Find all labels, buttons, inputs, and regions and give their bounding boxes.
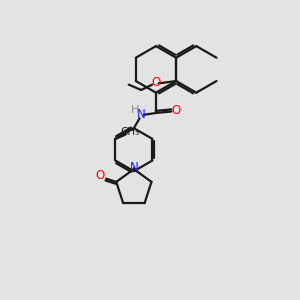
- Text: N: N: [137, 108, 146, 121]
- Text: N: N: [130, 161, 138, 174]
- Text: H: H: [131, 105, 139, 115]
- Text: O: O: [95, 169, 105, 182]
- Text: O: O: [172, 104, 181, 117]
- Text: O: O: [152, 76, 161, 89]
- Text: CH₃: CH₃: [121, 127, 140, 137]
